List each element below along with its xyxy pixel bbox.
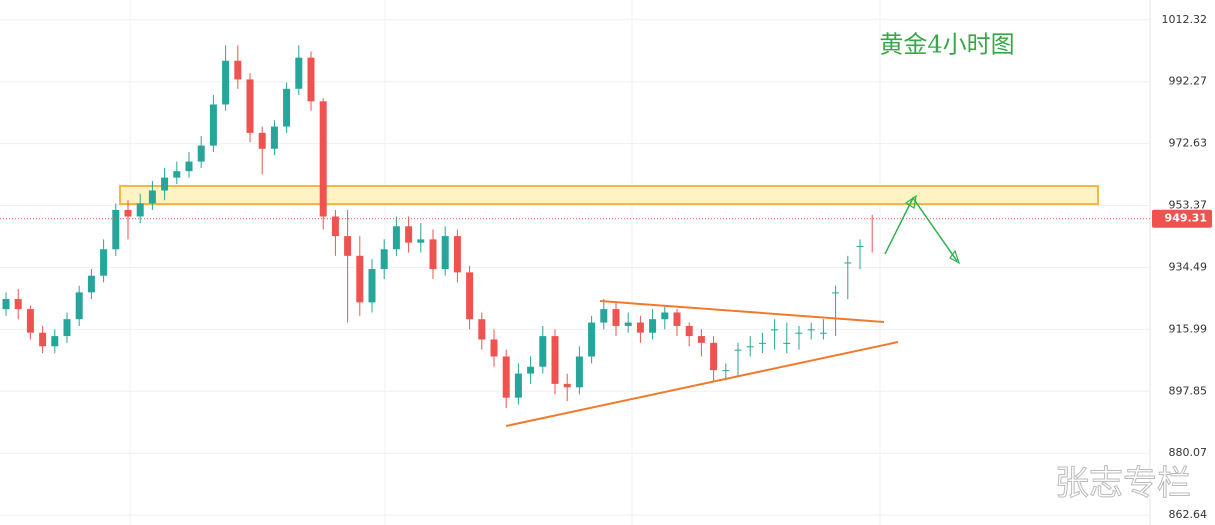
candle-body: [295, 57, 303, 89]
candle-body: [746, 346, 754, 348]
candle-body: [710, 342, 718, 371]
candle-body: [734, 349, 742, 351]
candle-body: [771, 329, 779, 331]
candle-body: [258, 132, 266, 149]
candle-body: [319, 101, 327, 217]
candle-body: [697, 336, 705, 343]
y-tick-label: 915.99: [1169, 322, 1208, 335]
candle-body: [380, 249, 388, 270]
candle-body: [173, 171, 181, 178]
candle-body: [63, 319, 71, 337]
candle-body: [441, 236, 449, 270]
candle-body: [39, 332, 47, 347]
candle-body: [466, 272, 474, 320]
arrow-head: [904, 194, 917, 209]
candle-body: [758, 342, 766, 344]
candle-body: [453, 236, 461, 273]
candle-body: [161, 177, 169, 191]
candle-body: [795, 332, 803, 334]
candle-body: [124, 209, 132, 217]
trend-line: [599, 300, 885, 323]
candle-body: [807, 329, 815, 331]
candle-body: [368, 269, 376, 303]
y-tick-label: 862.64: [1169, 508, 1208, 521]
candle-body: [100, 249, 108, 276]
resistance-zone: [119, 185, 1099, 205]
candle-body: [429, 239, 437, 270]
candle-body: [819, 332, 827, 334]
candle-body: [331, 216, 339, 237]
candle-body: [636, 322, 644, 333]
candle-body: [649, 319, 657, 333]
y-tick-label: 953.37: [1169, 199, 1208, 212]
candle-body: [234, 60, 242, 80]
candle-body: [539, 336, 547, 367]
candle-body: [270, 126, 278, 149]
candle-body: [514, 373, 522, 398]
candle-body: [283, 88, 291, 127]
candle-body: [75, 292, 83, 320]
last-price-label: 949.31: [1165, 212, 1207, 225]
candle-body: [356, 255, 364, 303]
candle-body: [405, 226, 413, 243]
candle-body: [490, 339, 498, 357]
candle-body: [575, 356, 583, 388]
y-tick-label: 992.27: [1169, 75, 1208, 88]
y-tick-label: 880.07: [1169, 446, 1208, 459]
candle-body: [2, 299, 10, 310]
candle-body: [527, 366, 535, 374]
candle-body: [661, 312, 669, 320]
candle-body: [185, 161, 193, 172]
candle-body: [222, 60, 230, 105]
candle-body: [51, 336, 59, 347]
candle-body: [856, 245, 864, 247]
candle-body: [563, 383, 571, 388]
y-tick-label: 972.63: [1169, 137, 1208, 150]
candle-body: [624, 322, 632, 326]
candle-body: [26, 309, 34, 333]
y-tick-label: 897.85: [1169, 384, 1208, 397]
candle-body: [722, 370, 730, 372]
watermark: 张志专栏: [1055, 464, 1191, 504]
candle-body: [832, 292, 840, 294]
forecast-arrow: [884, 196, 958, 262]
candle-body: [307, 57, 315, 102]
candle-body: [783, 342, 791, 344]
candle-body: [344, 236, 352, 256]
candles: [2, 45, 873, 409]
candle-body: [136, 203, 144, 217]
chart-title: 黄金4小时图: [879, 31, 1014, 59]
candle-body: [685, 325, 693, 337]
candle-body: [148, 190, 156, 204]
candle-body: [14, 299, 22, 310]
y-tick-label: 934.49: [1169, 260, 1208, 273]
candle-body: [844, 262, 852, 264]
candle-body: [600, 309, 608, 323]
candle-body: [87, 275, 95, 293]
candle-body: [478, 319, 486, 340]
arrow-head: [949, 249, 961, 265]
candle-body: [209, 104, 217, 146]
trend-line: [505, 341, 899, 427]
candle-body: [112, 209, 120, 250]
grid: [0, 0, 1151, 525]
candle-body: [246, 79, 254, 133]
candle-body: [502, 356, 510, 398]
candle-body: [588, 322, 596, 357]
y-tick-label: 1012.32: [1162, 13, 1208, 26]
candle-body: [612, 309, 620, 326]
candle-body: [197, 145, 205, 162]
candle-body: [392, 226, 400, 250]
candle-body: [551, 336, 559, 384]
last-price-box: [1152, 209, 1212, 228]
candle-body: [417, 239, 425, 243]
candle-body: [673, 312, 681, 326]
